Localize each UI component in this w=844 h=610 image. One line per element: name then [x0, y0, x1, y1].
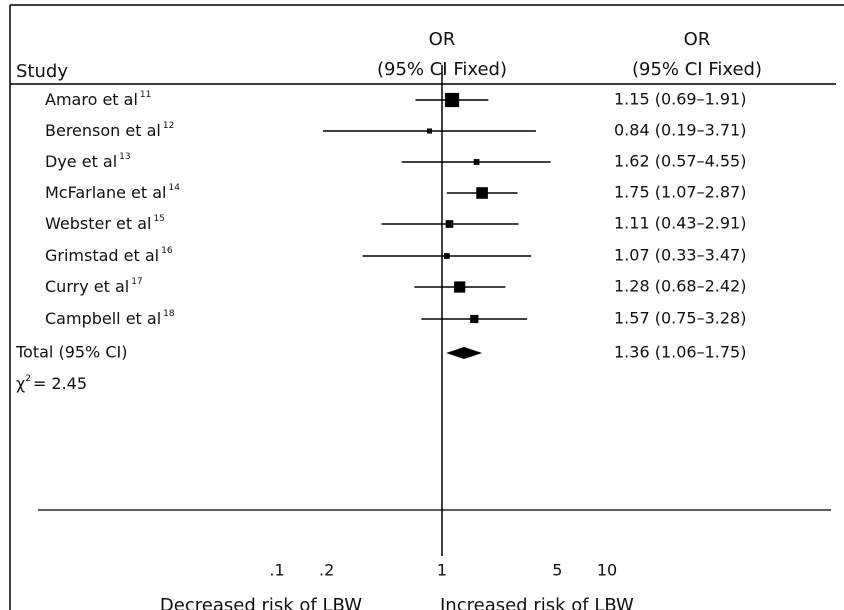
- x-tick-label: .1: [269, 561, 284, 580]
- value-label: 0.84 (0.19–3.71): [614, 121, 746, 140]
- study-ref: 14: [169, 183, 181, 193]
- value-label: 1.15 (0.69–1.91): [614, 90, 746, 109]
- study-name: Amaro et al 11: [45, 90, 151, 109]
- study-ref: 11: [140, 90, 151, 100]
- point-estimate: [443, 253, 450, 259]
- point-estimate: [454, 281, 466, 293]
- point-estimate: [445, 220, 454, 228]
- study-name: Berenson et al 12: [45, 121, 174, 140]
- study-ref: 18: [163, 309, 175, 319]
- study-name-text: Amaro et al: [45, 90, 138, 109]
- value-label: 1.57 (0.75–3.28): [614, 309, 746, 328]
- text-header: OR: [684, 29, 711, 50]
- heterogeneity-power: 2: [25, 374, 31, 384]
- value-label: 1.28 (0.68–2.42): [614, 277, 746, 296]
- point-estimate: [444, 92, 460, 108]
- study-name: Dye et al 13: [45, 152, 131, 171]
- value-label: 1.07 (0.33–3.47): [614, 246, 746, 265]
- plot-header: OR: [429, 29, 456, 50]
- study-name-text: Campbell et al: [45, 309, 161, 328]
- point-estimate: [470, 314, 479, 324]
- value-label: 1.62 (0.57–4.55): [614, 152, 746, 171]
- study-name: Grimstad et al 16: [45, 246, 173, 265]
- point-estimate: [426, 128, 433, 134]
- left-label: Decreased risk of LBW: [160, 595, 362, 610]
- study-name-text: McFarlane et al: [45, 183, 167, 202]
- x-tick-label: .2: [319, 561, 334, 580]
- value-label: 1.11 (0.43–2.91): [614, 214, 746, 233]
- study-name-text: Curry et al: [45, 277, 129, 296]
- study-name: Curry et al 17: [45, 277, 143, 296]
- study-name-text: Webster et al: [45, 214, 151, 233]
- study-ref: 16: [161, 246, 173, 256]
- study-header: Study: [16, 61, 68, 82]
- x-tick-label: 10: [597, 561, 617, 580]
- study-ref: 15: [153, 214, 164, 224]
- x-tick-label: 5: [552, 561, 562, 580]
- x-tick-label: 1: [437, 561, 447, 580]
- study-ref: 12: [163, 121, 174, 131]
- total-label: Total (95% CI): [15, 343, 127, 362]
- study-ref: 17: [131, 277, 142, 287]
- total-diamond: [446, 347, 483, 359]
- heterogeneity-eq: =: [33, 374, 46, 393]
- study-name-text: Dye et al: [45, 152, 117, 171]
- heterogeneity-value: 2.45: [51, 374, 87, 393]
- point-estimate: [476, 187, 488, 199]
- text-subheader: (95% CI Fixed): [632, 59, 762, 80]
- study-name-text: Berenson et al: [45, 121, 161, 140]
- heterogeneity-symbol: χ: [16, 374, 25, 393]
- point-estimate: [473, 159, 480, 165]
- study-ref: 13: [119, 152, 130, 162]
- study-name: McFarlane et al 14: [45, 183, 180, 202]
- study-name: Webster et al 15: [45, 214, 165, 233]
- right-label: Increased risk of LBW: [440, 595, 634, 610]
- total-value-label: 1.36 (1.06–1.75): [614, 343, 746, 362]
- study-name: Campbell et al 18: [45, 309, 175, 328]
- study-name-text: Grimstad et al: [45, 246, 159, 265]
- value-label: 1.75 (1.07–2.87): [614, 183, 746, 202]
- heterogeneity: χ2 = 2.45: [16, 374, 87, 393]
